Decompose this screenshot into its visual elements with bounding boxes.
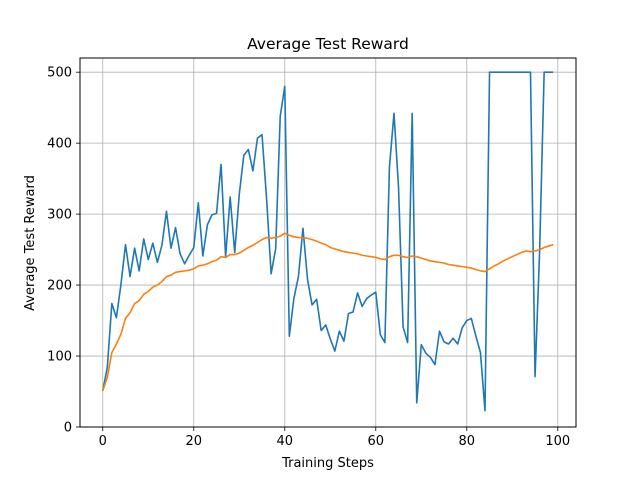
axis-ticks: 0 20 40 60 80 100 0 100 200 300 400 500 [47,66,570,449]
series-lines [101,71,554,412]
series-1-line [101,71,554,412]
x-tick-label: 40 [276,434,293,449]
x-axis-title: Training Steps [281,456,374,471]
y-axis-title: Average Test Reward [23,175,38,311]
x-tick-label: 100 [545,434,570,449]
x-tick-label: 20 [185,434,202,449]
y-tick-label: 200 [47,279,72,294]
series-2-line [101,232,554,392]
y-tick-label: 400 [47,137,72,152]
x-tick-label: 0 [99,434,107,449]
x-tick-label: 80 [459,434,476,449]
y-tick-label: 0 [64,421,72,436]
y-tick-label: 300 [47,208,72,223]
y-tick-label: 500 [47,66,72,81]
chart-title: Average Test Reward [247,35,409,53]
y-tick-label: 100 [47,350,72,365]
x-tick-label: 60 [368,434,385,449]
plot-frame [79,57,577,428]
grid-lines [80,58,576,428]
